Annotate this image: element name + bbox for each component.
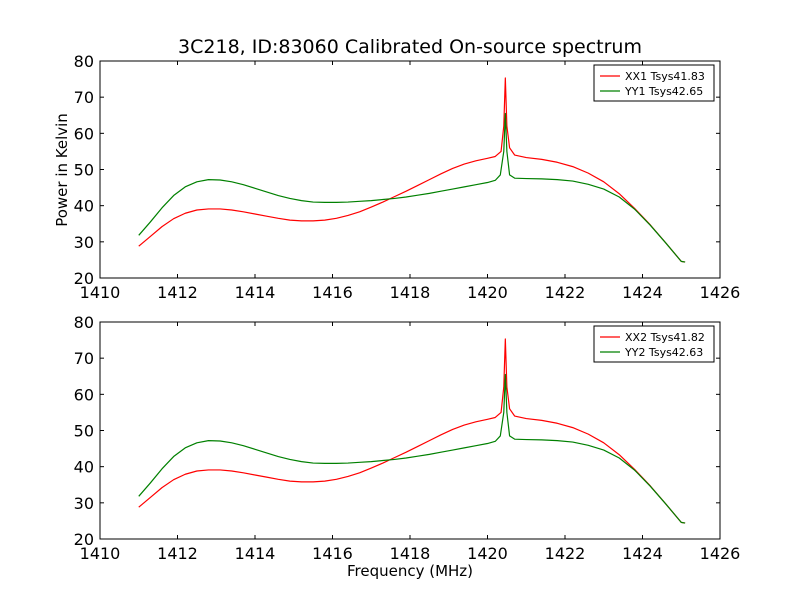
y-tick-label: 70	[74, 88, 94, 107]
y-tick-label: 80	[74, 52, 94, 71]
y-tick-label: 20	[74, 269, 94, 288]
y-tick-label: 40	[74, 458, 94, 477]
x-tick-label: 1410	[80, 283, 121, 302]
series-line-2-yy	[138, 373, 686, 524]
y-tick-label: 60	[74, 124, 94, 143]
x-tick-label: 1424	[622, 544, 663, 563]
y-tick-label: 20	[74, 530, 94, 549]
legend-box	[593, 64, 715, 102]
y-tick-label: 60	[74, 385, 94, 404]
x-tick-label: 1422	[545, 544, 586, 563]
x-tick-label: 1414	[235, 283, 276, 302]
x-tick-label: 1410	[80, 544, 121, 563]
series-line-1-yy	[138, 112, 686, 263]
x-tick-label: 1418	[390, 283, 431, 302]
y-tick-label: 70	[74, 349, 94, 368]
x-tick-label: 1416	[312, 283, 353, 302]
legend-label: XX2 Tsys41.82	[625, 331, 705, 344]
y-tick-label: 30	[74, 233, 94, 252]
x-axis-label: Frequency (MHz)	[347, 562, 473, 580]
top-panel: 1410 1412 1414 1416 1418 1420 1422 1424 1426 20 30…	[74, 52, 741, 302]
x-tick-label: 1426	[700, 283, 741, 302]
y-axis-label: Power in Kelvin	[53, 113, 71, 227]
x-tick-label: 1412	[157, 283, 198, 302]
legend-label: XX1 Tsys41.83	[625, 70, 705, 83]
legend-1: XX1 Tsys41.83 YY1 Tsys42.65	[593, 64, 715, 102]
y-tick-label: 50	[74, 161, 94, 180]
chart-title: 3C218, ID:83060 Calibrated On-source spe…	[178, 36, 642, 58]
x-tick-label: 1412	[157, 544, 198, 563]
x-tick-label: 1420	[467, 283, 508, 302]
x-tick-label: 1418	[390, 544, 431, 563]
x-tick-label: 1426	[700, 544, 741, 563]
x-tick-label: 1416	[312, 544, 353, 563]
series-line-2-xx	[138, 338, 686, 524]
series-line-1-xx	[138, 77, 686, 263]
legend-box	[593, 325, 715, 363]
legend-label: YY1 Tsys42.65	[624, 85, 703, 98]
x-tick-label: 1420	[467, 544, 508, 563]
legend-2: XX2 Tsys41.82 YY2 Tsys42.63	[593, 325, 715, 363]
y-tick-label: 30	[74, 494, 94, 513]
bottom-panel: 1410 1412 1414 1416 1418 1420 1422 1424 1426 20 30…	[74, 313, 741, 563]
y-tick-label: 50	[74, 422, 94, 441]
x-tick-label: 1414	[235, 544, 276, 563]
y-tick-label: 80	[74, 313, 94, 332]
y-tick-label: 40	[74, 197, 94, 216]
legend-label: YY2 Tsys42.63	[624, 346, 703, 359]
x-tick-label: 1424	[622, 283, 663, 302]
x-tick-label: 1422	[545, 283, 586, 302]
